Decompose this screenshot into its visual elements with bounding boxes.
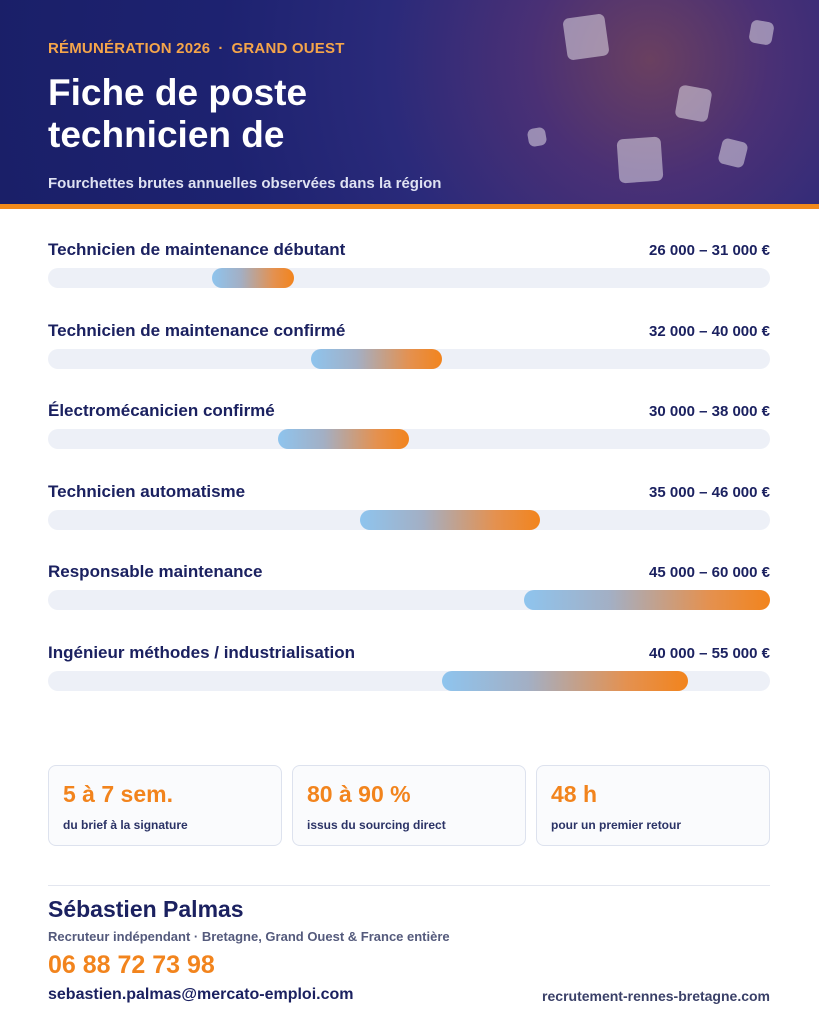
salary-range-bar <box>277 429 409 449</box>
contact-role: Recruteur indépendant · Bretagne, Grand … <box>48 929 450 944</box>
stat-caption: du brief à la signature <box>63 818 188 832</box>
eyebrow-right: GRAND OUEST <box>231 40 345 57</box>
salary-row-range: 32 000 – 40 000 € <box>649 322 770 340</box>
header-banner: RÉMUNÉRATION 2026 · GRAND OUEST Fiche de p… <box>0 0 819 204</box>
decorative-square <box>674 84 713 123</box>
stat-value: 80 à 90 % <box>307 781 411 807</box>
salary-row-range: 30 000 – 38 000 € <box>649 403 770 420</box>
stats-row: 5 à 7 sem. du brief à la signature 80 à … <box>48 765 770 846</box>
salary-row-label: Technicien automatisme <box>48 481 246 501</box>
stat-value: 5 à 7 sem. <box>63 781 173 807</box>
contact-phone[interactable]: 06 88 72 73 98 <box>48 951 215 979</box>
salary-row: Technicien automatisme 35 000 – 46 000 € <box>48 482 770 563</box>
salary-row-label: Ingénieur méthodes / industrialisation <box>48 642 355 662</box>
salary-row: Responsable maintenance 45 000 – 60 000 € <box>48 562 770 643</box>
salary-row: Technicien de maintenance débutant 26 000… <box>48 240 770 321</box>
salary-range-bar <box>310 348 442 369</box>
eyebrow: RÉMUNÉRATION 2026 · GRAND OUEST <box>48 40 345 57</box>
salary-row-label: Électromécanicien confirmé <box>48 401 275 420</box>
salary-range-bar <box>359 509 541 530</box>
salary-row-label: Technicien de maintenance débutant <box>48 240 346 259</box>
salary-track <box>48 348 770 369</box>
stat-caption: pour un premier retour <box>551 818 682 832</box>
salary-row: Technicien de maintenance confirmé 32 000… <box>48 321 770 402</box>
decorative-square <box>748 19 775 46</box>
salary-row: Ingénieur méthodes / industrialisation 40… <box>48 643 770 724</box>
salary-track <box>48 509 770 530</box>
salary-range-bar <box>523 590 770 610</box>
page-title: Fiche de poste technicien de <box>48 72 308 155</box>
decorative-square <box>562 13 610 61</box>
salary-track <box>48 670 770 691</box>
salary-row-range: 40 000 – 55 000 € <box>649 644 770 662</box>
salary-range-bar <box>212 268 295 288</box>
eyebrow-left: RÉMUNÉRATION 2026 <box>48 40 211 57</box>
salary-row-label: Responsable maintenance <box>48 562 263 581</box>
salary-row-range: 26 000 – 31 000 € <box>649 242 770 259</box>
contact-website[interactable]: recrutement-rennes-bretagne.com <box>542 988 770 1004</box>
contact-email[interactable]: sebastien.palmas@mercato-emploi.com <box>48 986 354 1003</box>
stat-value: 48 h <box>551 781 598 807</box>
decorative-square <box>717 137 749 169</box>
salary-range-bar <box>441 670 688 691</box>
stat-caption: issus du sourcing direct <box>307 818 446 832</box>
page-subtitle: Fourchettes brutes annuelles observées d… <box>48 175 442 192</box>
salary-track <box>48 268 770 288</box>
eyebrow-separator: · <box>218 40 224 57</box>
salary-row-range: 35 000 – 46 000 € <box>649 483 770 501</box>
salary-row-range: 45 000 – 60 000 € <box>649 564 770 581</box>
salary-track <box>48 429 770 449</box>
decorative-square <box>616 136 664 184</box>
salary-track <box>48 590 770 610</box>
salary-range-chart: Technicien de maintenance débutant 26 000… <box>48 240 770 723</box>
divider <box>48 885 770 886</box>
decorative-square <box>526 126 548 148</box>
stat-card: 80 à 90 % issus du sourcing direct <box>292 765 526 846</box>
header-accent-bar <box>0 204 819 209</box>
salary-row-label: Technicien de maintenance confirmé <box>48 320 346 340</box>
stat-card: 5 à 7 sem. du brief à la signature <box>48 765 282 846</box>
stat-card: 48 h pour un premier retour <box>536 765 770 846</box>
salary-row: Électromécanicien confirmé 30 000 – 38 00… <box>48 401 770 482</box>
contact-name: Sébastien Palmas <box>48 896 244 922</box>
